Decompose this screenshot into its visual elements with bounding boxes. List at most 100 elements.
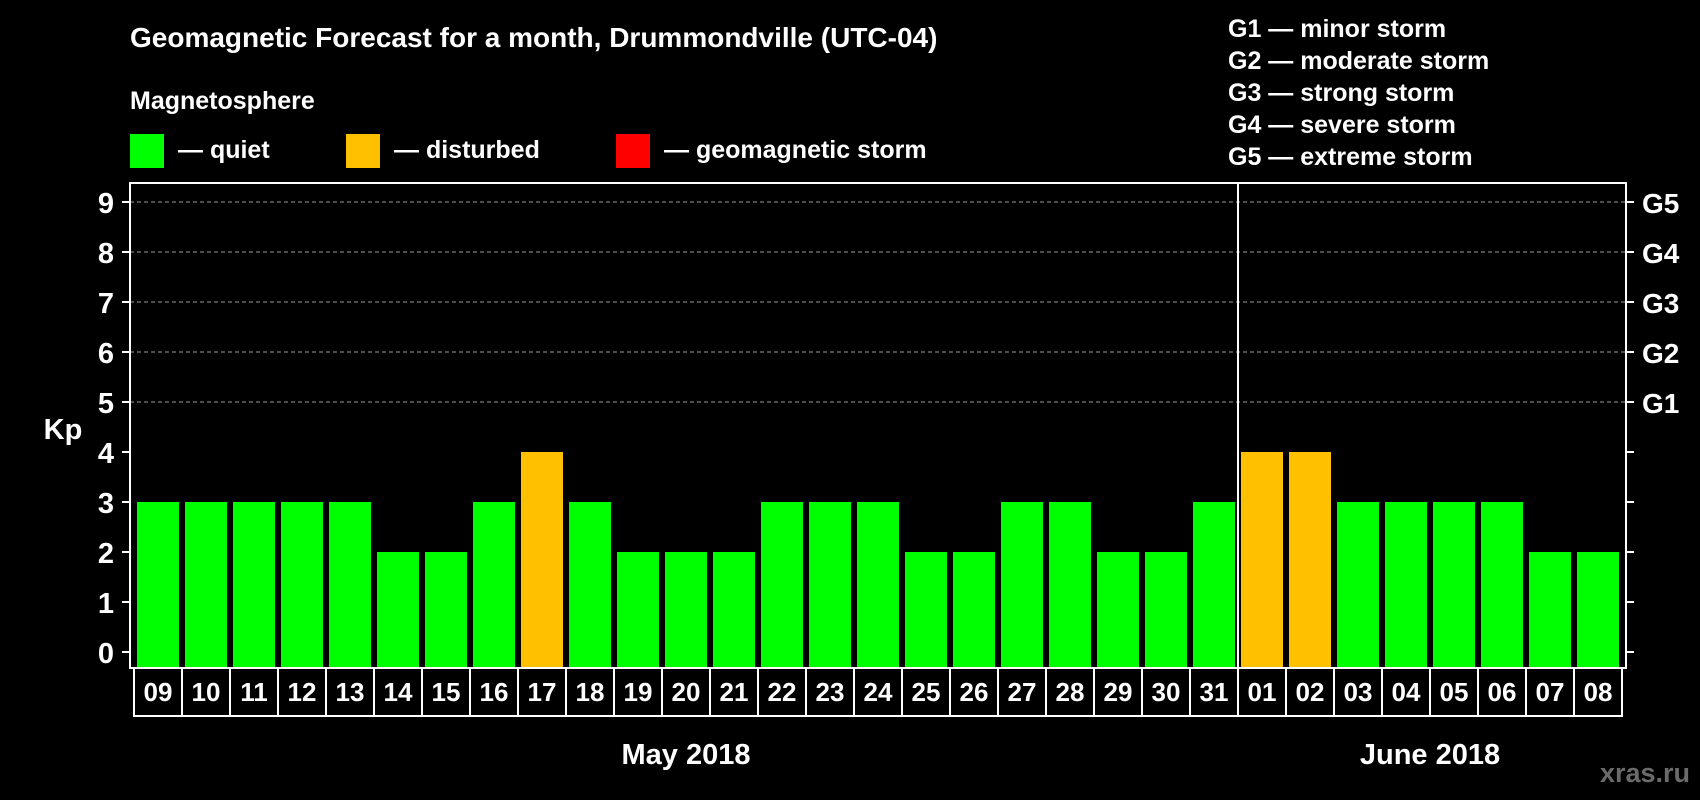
x-tick-label: 29 xyxy=(1104,677,1133,707)
x-tick-label: 14 xyxy=(384,677,413,707)
x-tick-label: 13 xyxy=(336,677,365,707)
bar-12 xyxy=(281,502,323,667)
x-tick-label: 05 xyxy=(1440,677,1469,707)
bar-06 xyxy=(1481,502,1523,667)
bar-28 xyxy=(1049,502,1091,667)
bar-21 xyxy=(713,552,755,667)
storm-scale-item: G5 — extreme storm xyxy=(1228,143,1473,171)
bar-07 xyxy=(1529,552,1571,667)
x-tick-label: 07 xyxy=(1536,677,1565,707)
x-tick-label: 02 xyxy=(1296,677,1325,707)
bar-20 xyxy=(665,552,707,667)
x-tick-label: 30 xyxy=(1152,677,1181,707)
watermark: xras.ru xyxy=(1600,758,1690,788)
x-tick-label: 08 xyxy=(1584,677,1613,707)
bar-19 xyxy=(617,552,659,667)
y-tick-label: 5 xyxy=(98,388,114,420)
bar-08 xyxy=(1577,552,1619,667)
y-tick-label: 4 xyxy=(98,438,114,470)
bar-10 xyxy=(185,502,227,667)
bar-29 xyxy=(1097,552,1139,667)
month-labels: May 2018 June 2018 xyxy=(622,739,1501,771)
x-tick-label: 23 xyxy=(816,677,845,707)
bar-04 xyxy=(1385,502,1427,667)
bar-25 xyxy=(905,552,947,667)
x-tick-label: 17 xyxy=(528,677,557,707)
y-tick-label: 0 xyxy=(98,638,114,670)
x-tick-label: 25 xyxy=(912,677,941,707)
bar-11 xyxy=(233,502,275,667)
x-tick-label: 27 xyxy=(1008,677,1037,707)
legend-swatch-disturbed xyxy=(346,134,380,168)
x-tick-label: 19 xyxy=(624,677,653,707)
x-tick-label: 28 xyxy=(1056,677,1085,707)
x-axis-date-labels: 09 10 11 12 13 14 15 16 17 18 19 20 21 22 23 24 25 26 27 28… xyxy=(133,667,1623,717)
y-tick-label: 7 xyxy=(98,288,114,320)
x-tick-label: 12 xyxy=(288,677,317,707)
y-axis: 0 1 2 3 4 5 6 7 8 9 xyxy=(98,188,1634,670)
x-tick-label: 16 xyxy=(480,677,509,707)
legend-swatch-quiet xyxy=(130,134,164,168)
bar-18 xyxy=(569,502,611,667)
y-tick-label: 8 xyxy=(98,238,114,270)
y-tick-label: 3 xyxy=(98,488,114,520)
x-tick-label: 18 xyxy=(576,677,605,707)
x-tick-label: 26 xyxy=(960,677,989,707)
chart-title: Geomagnetic Forecast for a month, Drummo… xyxy=(130,22,937,53)
storm-level-label: G5 xyxy=(1642,188,1679,219)
bar-24 xyxy=(857,502,899,667)
bar-30 xyxy=(1145,552,1187,667)
legend-label-quiet: — quiet xyxy=(178,136,270,164)
y-axis-label: Kp xyxy=(44,414,83,446)
storm-scale-item: G4 — severe storm xyxy=(1228,111,1456,139)
bar-26 xyxy=(953,552,995,667)
legend-label-storm: — geomagnetic storm xyxy=(664,136,927,164)
bar-13 xyxy=(329,502,371,667)
x-tick-label: 21 xyxy=(720,677,749,707)
x-tick-label: 01 xyxy=(1248,677,1277,707)
x-tick-label: 03 xyxy=(1344,677,1373,707)
bar-15 xyxy=(425,552,467,667)
storm-scale-item: G3 — strong storm xyxy=(1228,79,1454,107)
bar-16 xyxy=(473,502,515,667)
grid-lines xyxy=(130,201,1626,403)
x-tick-label: 11 xyxy=(240,677,268,707)
month-label: June 2018 xyxy=(1360,739,1500,771)
bar-09 xyxy=(137,502,179,667)
bar-02 xyxy=(1289,452,1331,667)
storm-level-label: G2 xyxy=(1642,338,1679,369)
legend-swatch-storm xyxy=(616,134,650,168)
bar-17 xyxy=(521,452,563,667)
y-tick-label: 2 xyxy=(98,538,114,570)
x-tick-label: 15 xyxy=(432,677,461,707)
bar-23 xyxy=(809,502,851,667)
month-label: May 2018 xyxy=(622,739,751,771)
storm-scale-legend: G1 — minor storm G2 — moderate storm G3 — … xyxy=(1228,15,1489,171)
bar-01 xyxy=(1241,452,1283,667)
x-tick-label: 10 xyxy=(192,677,221,707)
legend-heading: Magnetosphere xyxy=(130,87,315,115)
bar-05 xyxy=(1433,502,1475,667)
bar-14 xyxy=(377,552,419,667)
x-tick-label: 22 xyxy=(768,677,797,707)
storm-scale-item: G1 — minor storm xyxy=(1228,15,1446,43)
storm-level-label: G3 xyxy=(1642,288,1679,319)
x-tick-label: 06 xyxy=(1488,677,1517,707)
legend-label-disturbed: — disturbed xyxy=(394,136,540,164)
y-tick-label: 9 xyxy=(98,188,114,220)
bar-31 xyxy=(1193,502,1235,667)
legend: — quiet — disturbed — geomagnetic storm xyxy=(130,134,927,168)
x-tick-label: 31 xyxy=(1200,677,1229,707)
x-tick-label: 20 xyxy=(672,677,701,707)
bar-22 xyxy=(761,502,803,667)
x-tick-label: 24 xyxy=(864,677,893,707)
date-strip xyxy=(133,667,1623,717)
bar-27 xyxy=(1001,502,1043,667)
x-tick-label: 04 xyxy=(1392,677,1421,707)
x-tick-label: 09 xyxy=(144,677,173,707)
storm-level-axis: G1 G2 G3 G4 G5 xyxy=(1642,188,1680,419)
y-tick-label: 6 xyxy=(98,338,114,370)
bar-03 xyxy=(1337,502,1379,667)
bars xyxy=(137,183,1619,668)
